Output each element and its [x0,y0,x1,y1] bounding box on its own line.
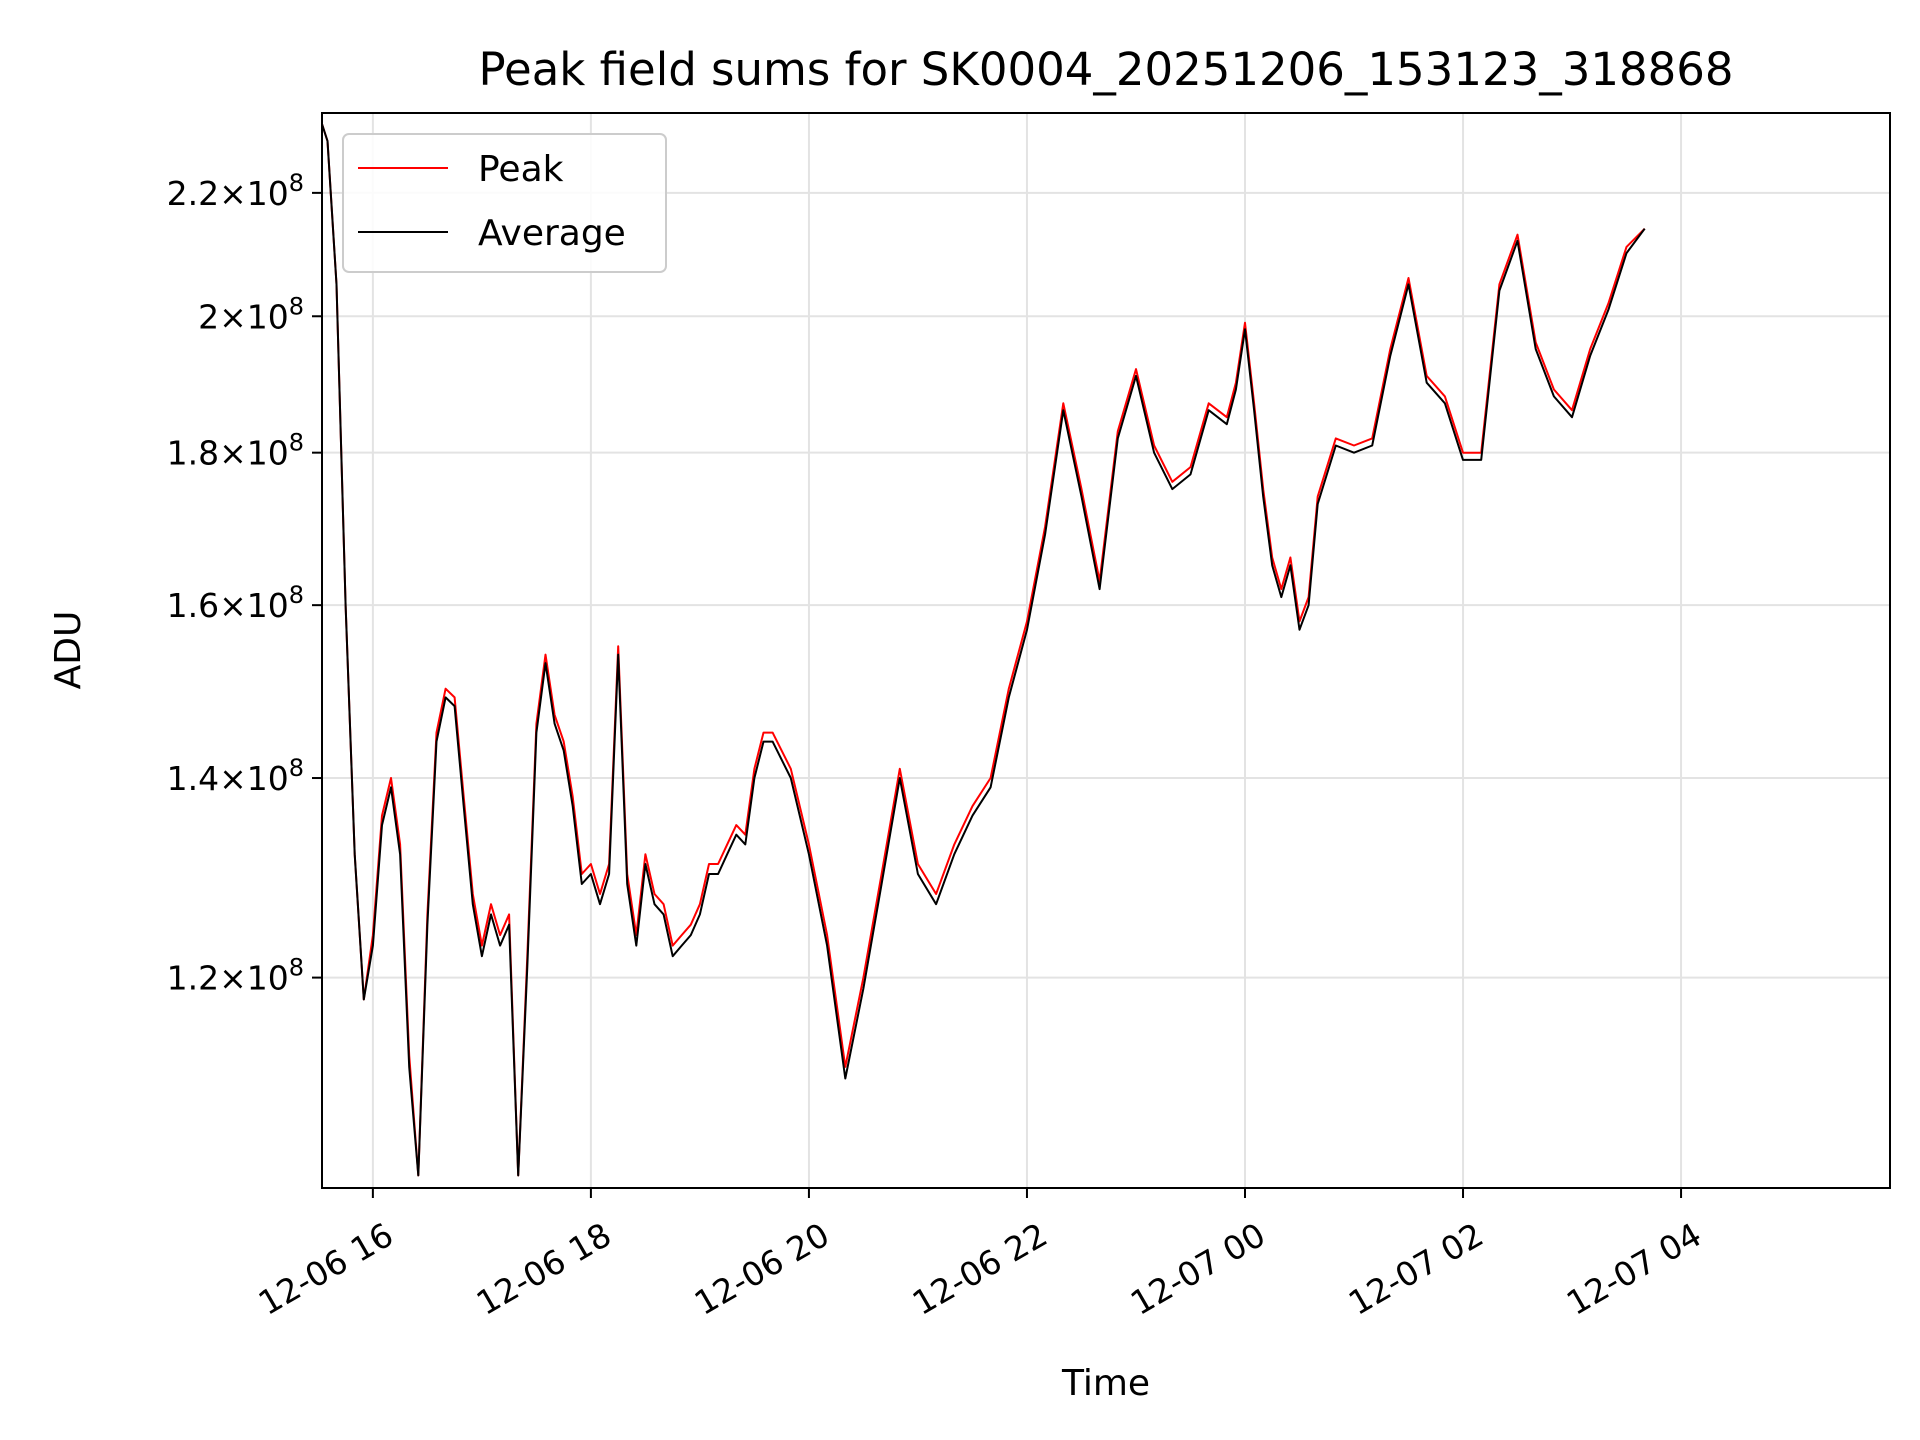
y-tick-label: 1.4×108 [167,754,304,798]
y-tick-exponent: 8 [289,292,304,320]
chart-title: Peak field sums for SK0004_20251206_1531… [479,43,1734,96]
y-tick-label: 1.2×108 [167,954,304,998]
y-tick-mantissa: 1.2 [167,959,219,998]
y-tick-times-ten: ×10 [219,174,289,213]
y-axis-label: ADU [48,611,89,690]
y-tick-times-ten: ×10 [219,586,289,625]
plot-frame [321,112,1891,1189]
series-layer [322,123,1646,1177]
x-axis-label: Time [1061,1363,1150,1404]
y-tick-mantissa: 1.4 [167,759,219,798]
legend: Peak Average [342,133,667,273]
y-tick-times-ten: ×10 [219,297,289,336]
grid-lines [322,113,1890,1188]
y-tick-mantissa: 2.2 [167,174,219,213]
y-tick-label: 1.6×108 [167,581,304,625]
y-tick-exponent: 8 [289,754,304,782]
y-tick-exponent: 8 [289,581,304,609]
y-tick-times-ten: ×10 [219,434,289,473]
series-line-peak [322,123,1646,1177]
y-tick-label: 2×108 [198,292,304,336]
y-tick-exponent: 8 [289,954,304,982]
y-tick-label: 1.8×108 [167,429,304,473]
legend-label-peak: Peak [478,149,564,190]
y-tick-times-ten: ×10 [219,959,289,998]
y-tick-mantissa: 2 [198,297,219,336]
series-line-average [322,123,1646,1177]
legend-label-average: Average [478,213,626,254]
y-tick-mantissa: 1.6 [167,586,219,625]
y-tick-label: 2.2×108 [167,169,304,213]
y-tick-exponent: 8 [289,169,304,197]
y-tick-exponent: 8 [289,429,304,457]
y-tick-mantissa: 1.8 [167,434,219,473]
y-tick-times-ten: ×10 [219,759,289,798]
